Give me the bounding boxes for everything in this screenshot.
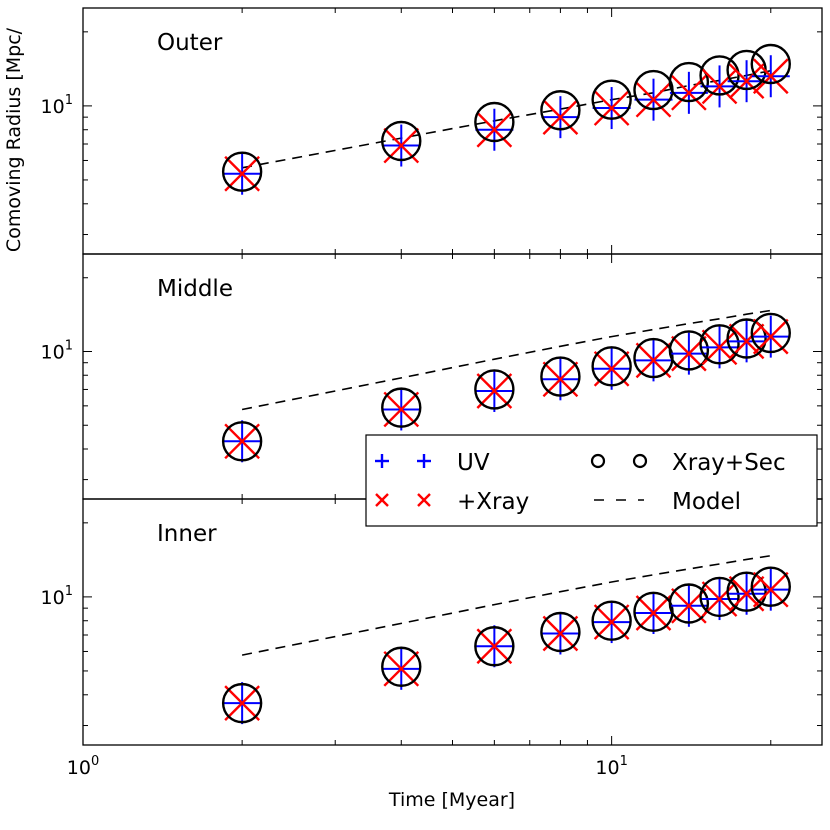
panel-label: Middle (157, 276, 233, 302)
xray-sec-point (750, 43, 791, 85)
xray-point (476, 373, 513, 409)
legend-marker-x (375, 493, 431, 507)
xray-point (593, 604, 630, 640)
xray-point (728, 63, 765, 100)
xray-point (383, 391, 420, 428)
xray-sec-point (699, 324, 740, 365)
legend-label: Xray+Sec (672, 450, 786, 476)
xray-point (635, 81, 672, 118)
panel-label: Inner (157, 521, 217, 547)
xray-point (671, 74, 707, 111)
xray-sec-point (474, 626, 515, 667)
y-axis-label: Comoving Radius [Mpc/ (3, 27, 25, 252)
legend-x (375, 493, 389, 507)
xray-point (635, 342, 672, 379)
xray-point (224, 423, 260, 460)
xray-sec-point (750, 566, 791, 607)
xray-point (542, 99, 579, 135)
xray-sec-point (699, 55, 740, 96)
xray-point (728, 575, 765, 612)
x-axis-label: Time [Myear] (388, 789, 515, 811)
xray-sec-point (221, 151, 263, 192)
xray-sec-point (591, 79, 632, 120)
xray-sec-point (221, 421, 263, 462)
xray-sec-point (699, 576, 740, 618)
panel-label: Outer (157, 30, 223, 56)
model-line (241, 69, 771, 169)
xray-point (752, 58, 789, 95)
xray-sec-point (221, 682, 263, 724)
xray-point (224, 685, 260, 721)
xray-sec-point (381, 646, 422, 687)
y-tick-label: 101 (41, 584, 73, 609)
xray-point (635, 595, 672, 631)
xray-point (701, 68, 738, 105)
y-tick-label: 101 (41, 338, 73, 363)
y-tick-label: 101 (41, 93, 73, 118)
legend-label: +Xray (457, 489, 529, 515)
xray-sec-point (668, 61, 710, 103)
legend-box (365, 434, 818, 527)
xray-sec-point (540, 356, 581, 397)
x-tick-label: 101 (595, 754, 627, 779)
legend-x (417, 493, 431, 507)
panel-inner: 101 Inner (41, 498, 823, 746)
xray-point (383, 650, 420, 687)
x-tick-label: 100 (67, 754, 99, 779)
xray-point (593, 90, 630, 126)
legend-circle (590, 453, 606, 469)
xray-sec-point (474, 369, 515, 410)
xray-sec-point (750, 312, 791, 354)
x-tick-labels: 100 101 (67, 754, 628, 779)
panel-outer: 101 Outer (41, 7, 823, 255)
legend-marker-plus (375, 454, 431, 468)
xray-point (701, 581, 738, 617)
legend: UV Xray+Sec +Xray Model (365, 434, 818, 527)
legend-circle (632, 453, 648, 469)
axis-labels: Time [Myear] Comoving Radius [Mpc/ (3, 27, 515, 811)
xray-sec-point (668, 330, 710, 371)
xray-sec-point (540, 90, 581, 131)
legend-marker-circle (590, 453, 648, 469)
panels-layer: 101 Outer 101 Middle 101 Inner 100 101 (41, 7, 823, 779)
model-line (241, 554, 771, 656)
xray-point (542, 615, 579, 652)
xray-sec-point (726, 571, 767, 612)
xray-point (476, 628, 513, 665)
xray-point (224, 155, 260, 192)
xray-point (476, 111, 513, 148)
legend-label: Model (672, 489, 741, 515)
xray-sec-point (381, 387, 422, 428)
xray-sec-point (591, 346, 632, 387)
xray-sec-point (381, 120, 422, 162)
legend-label: UV (457, 450, 490, 476)
xray-sec-point (540, 611, 581, 653)
xray-sec-point (726, 318, 767, 359)
xray-sec-point (474, 101, 515, 143)
panel-middle: 101 Middle (41, 253, 823, 500)
xray-sec-point (668, 583, 710, 624)
model-line (241, 309, 771, 411)
xray-sec-point (591, 600, 632, 641)
